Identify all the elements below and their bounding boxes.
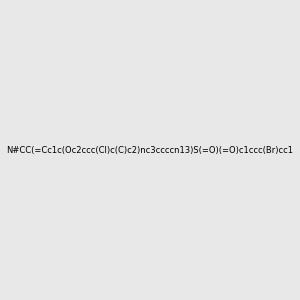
Text: N#CC(=Cc1c(Oc2ccc(Cl)c(C)c2)nc3ccccn13)S(=O)(=O)c1ccc(Br)cc1: N#CC(=Cc1c(Oc2ccc(Cl)c(C)c2)nc3ccccn13)S… <box>7 146 293 154</box>
